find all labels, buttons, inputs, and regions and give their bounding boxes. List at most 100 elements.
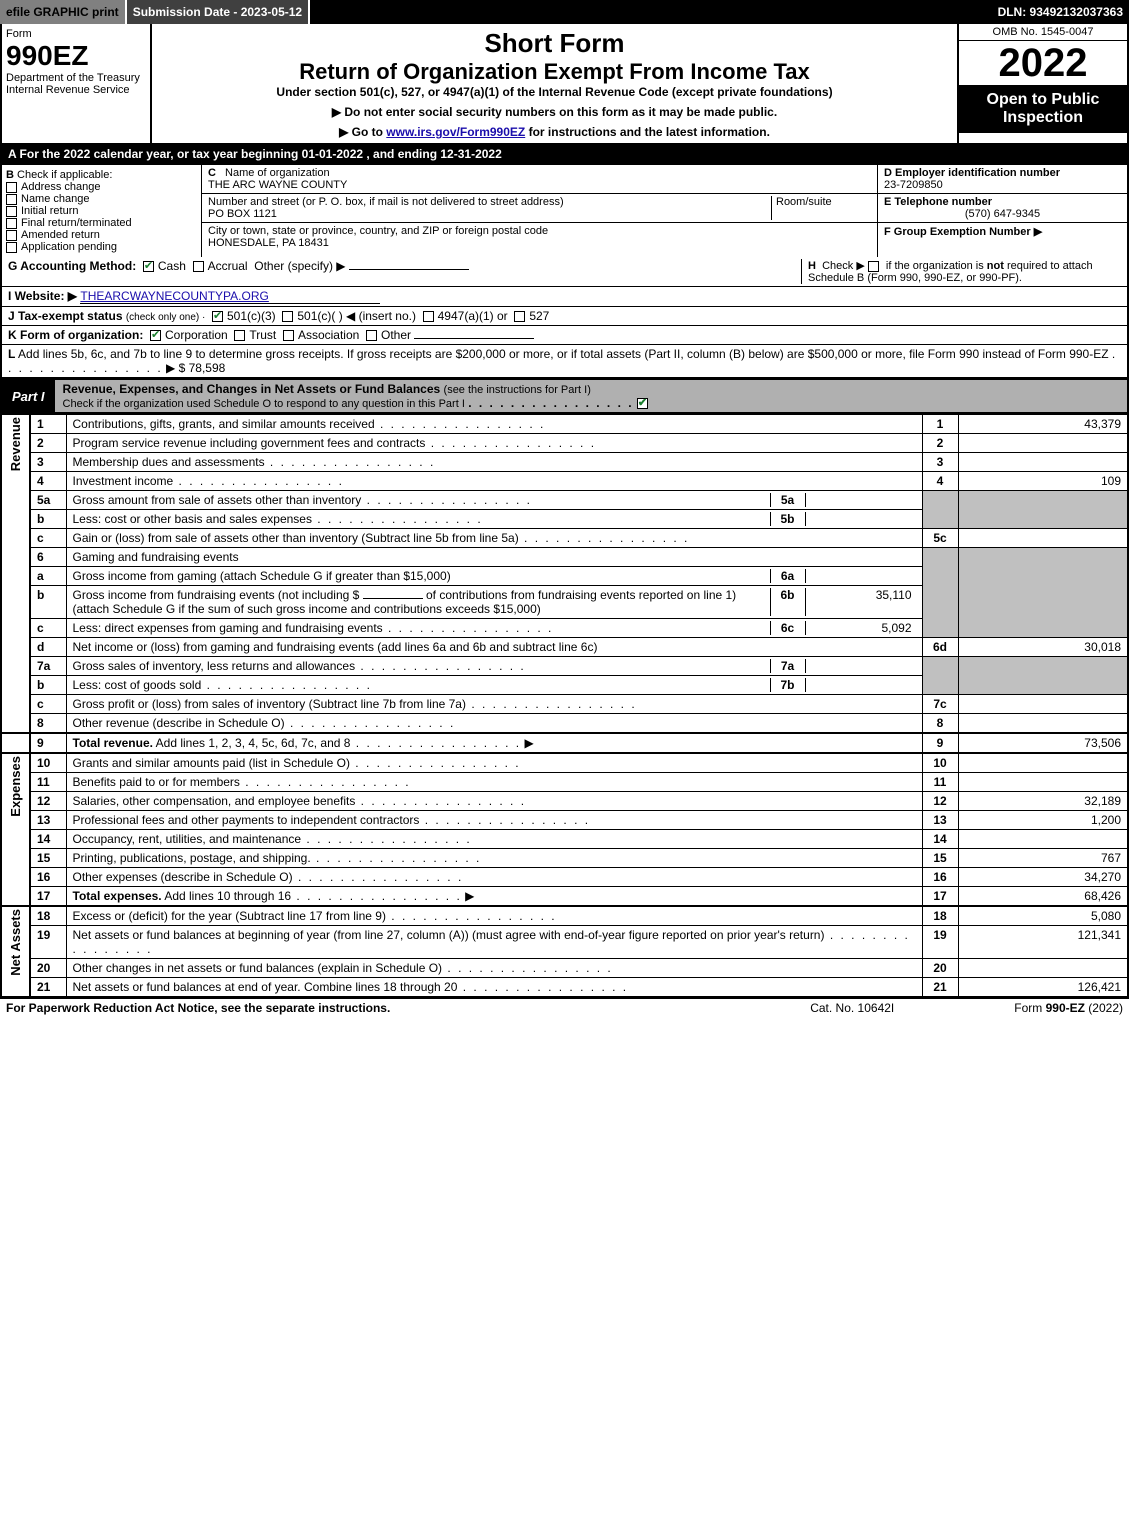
cb-501c3[interactable] — [212, 311, 223, 322]
l5c-amt — [958, 529, 1128, 548]
opt-pending: Application pending — [21, 241, 117, 253]
omb-number: OMB No. 1545-0047 — [959, 24, 1127, 41]
goto-post: for instructions and the latest informat… — [529, 125, 770, 139]
sidebar-revenue: Revenue — [8, 417, 23, 471]
l5c-desc: Gain or (loss) from sale of assets other… — [73, 531, 519, 545]
l18-amt: 5,080 — [958, 906, 1128, 926]
l15-num: 15 — [922, 849, 958, 868]
website[interactable]: THEARCWAYNECOUNTYPA.ORG — [80, 289, 380, 304]
l14-num: 14 — [922, 830, 958, 849]
col-def: D Employer identification number 23-7209… — [877, 165, 1127, 257]
part1-table: Revenue 1Contributions, gifts, grants, a… — [0, 414, 1129, 998]
l5b-mini-amt — [806, 512, 916, 526]
h-not: not — [987, 260, 1004, 272]
dots — [468, 396, 633, 410]
cb-4947[interactable] — [423, 311, 434, 322]
col-b: B Check if applicable: Address change Na… — [2, 165, 202, 257]
l1-amt: 43,379 — [958, 415, 1128, 434]
l3-amt — [958, 453, 1128, 472]
l19-amt: 121,341 — [958, 926, 1128, 959]
cb-other[interactable] — [366, 330, 377, 341]
l7c-desc: Gross profit or (loss) from sales of inv… — [73, 697, 466, 711]
cb-initial-return[interactable] — [6, 206, 17, 217]
l7b-mini-amt — [806, 678, 916, 692]
l6d-desc: Net income or (loss) from gaming and fun… — [73, 640, 598, 654]
l-val: 78,598 — [189, 361, 226, 375]
dln: DLN: 93492132037363 — [992, 0, 1129, 24]
opt-final: Final return/terminated — [21, 217, 132, 229]
l6d-amt: 30,018 — [958, 638, 1128, 657]
cb-address-change[interactable] — [6, 182, 17, 193]
l21-num: 21 — [922, 978, 958, 998]
footer-right-pre: Form — [1014, 1001, 1045, 1015]
c-name-label: Name of organization — [225, 167, 330, 179]
cb-h[interactable] — [868, 261, 879, 272]
row-l: L Add lines 5b, 6c, and 7b to line 9 to … — [0, 345, 1129, 379]
l17-num: 17 — [922, 887, 958, 907]
cb-501c[interactable] — [282, 311, 293, 322]
cb-assoc[interactable] — [283, 330, 294, 341]
j-a: 501(c)(3) — [227, 309, 276, 323]
form-label: Form — [6, 28, 146, 40]
l8-num: 8 — [922, 714, 958, 734]
l14-amt — [958, 830, 1128, 849]
l10-amt — [958, 753, 1128, 773]
l6a-mini-amt — [806, 569, 916, 583]
l19-num: 19 — [922, 926, 958, 959]
l7b-desc: Less: cost of goods sold — [73, 678, 202, 692]
row-gh: G Accounting Method: Cash Accrual Other … — [0, 257, 1129, 287]
cb-corp[interactable] — [150, 330, 161, 341]
l21-amt: 126,421 — [958, 978, 1128, 998]
d-label: D Employer identification number — [884, 167, 1060, 179]
cb-schedule-o[interactable] — [637, 398, 648, 409]
l8-desc: Other revenue (describe in Schedule O) — [73, 716, 285, 730]
form-header: Form 990EZ Department of the Treasury In… — [0, 24, 1129, 145]
l6b-blank[interactable] — [363, 598, 423, 599]
l4-num: 4 — [922, 472, 958, 491]
irs-link[interactable]: www.irs.gov/Form990EZ — [386, 125, 525, 139]
l6-desc: Gaming and fundraising events — [66, 548, 922, 567]
l10-num: 10 — [922, 753, 958, 773]
l11-amt — [958, 773, 1128, 792]
cb-name-change[interactable] — [6, 194, 17, 205]
efile-print-button[interactable]: efile GRAPHIC print — [0, 0, 127, 24]
l2-amt — [958, 434, 1128, 453]
h-text2: if the organization is — [886, 260, 987, 272]
g-other: Other (specify) ▶ — [254, 259, 345, 273]
cb-trust[interactable] — [234, 330, 245, 341]
city-label: City or town, state or province, country… — [208, 225, 548, 237]
l6c-mini-amt: 5,092 — [806, 621, 916, 635]
l7a-desc: Gross sales of inventory, less returns a… — [73, 659, 356, 673]
l17-desc: Add lines 10 through 16 — [162, 889, 291, 903]
cb-amended[interactable] — [6, 230, 17, 241]
k-trust: Trust — [249, 328, 276, 342]
l4-amt: 109 — [958, 472, 1128, 491]
l10-desc: Grants and similar amounts paid (list in… — [73, 756, 350, 770]
phone: (570) 647-9345 — [884, 208, 1121, 220]
l12-desc: Salaries, other compensation, and employ… — [73, 794, 356, 808]
cb-final-return[interactable] — [6, 218, 17, 229]
j-b: 501(c)( ) ◀ (insert no.) — [297, 309, 416, 323]
open-to-public: Open to Public Inspection — [959, 85, 1127, 133]
k-other-blank[interactable] — [414, 338, 534, 339]
part1-title: Revenue, Expenses, and Changes in Net As… — [63, 382, 441, 396]
cb-cash[interactable] — [143, 261, 154, 272]
cb-527[interactable] — [514, 311, 525, 322]
sidebar-expenses: Expenses — [8, 756, 23, 817]
cb-accrual[interactable] — [193, 261, 204, 272]
k-corp: Corporation — [165, 328, 228, 342]
l6c-desc: Less: direct expenses from gaming and fu… — [73, 621, 383, 635]
c-label: C — [208, 167, 216, 179]
cb-pending[interactable] — [6, 242, 17, 253]
l17-pre: Total expenses. — [73, 889, 162, 903]
org-name: THE ARC WAYNE COUNTY — [208, 179, 347, 191]
l12-amt: 32,189 — [958, 792, 1128, 811]
row-k: K Form of organization: Corporation Trus… — [0, 326, 1129, 345]
l16-desc: Other expenses (describe in Schedule O) — [73, 870, 293, 884]
l21-desc: Net assets or fund balances at end of ye… — [73, 980, 458, 994]
street: PO BOX 1121 — [208, 208, 277, 220]
l15-amt: 767 — [958, 849, 1128, 868]
l6b-mini: 6b — [770, 588, 806, 616]
opt-address: Address change — [21, 181, 101, 193]
g-other-blank[interactable] — [349, 269, 469, 270]
